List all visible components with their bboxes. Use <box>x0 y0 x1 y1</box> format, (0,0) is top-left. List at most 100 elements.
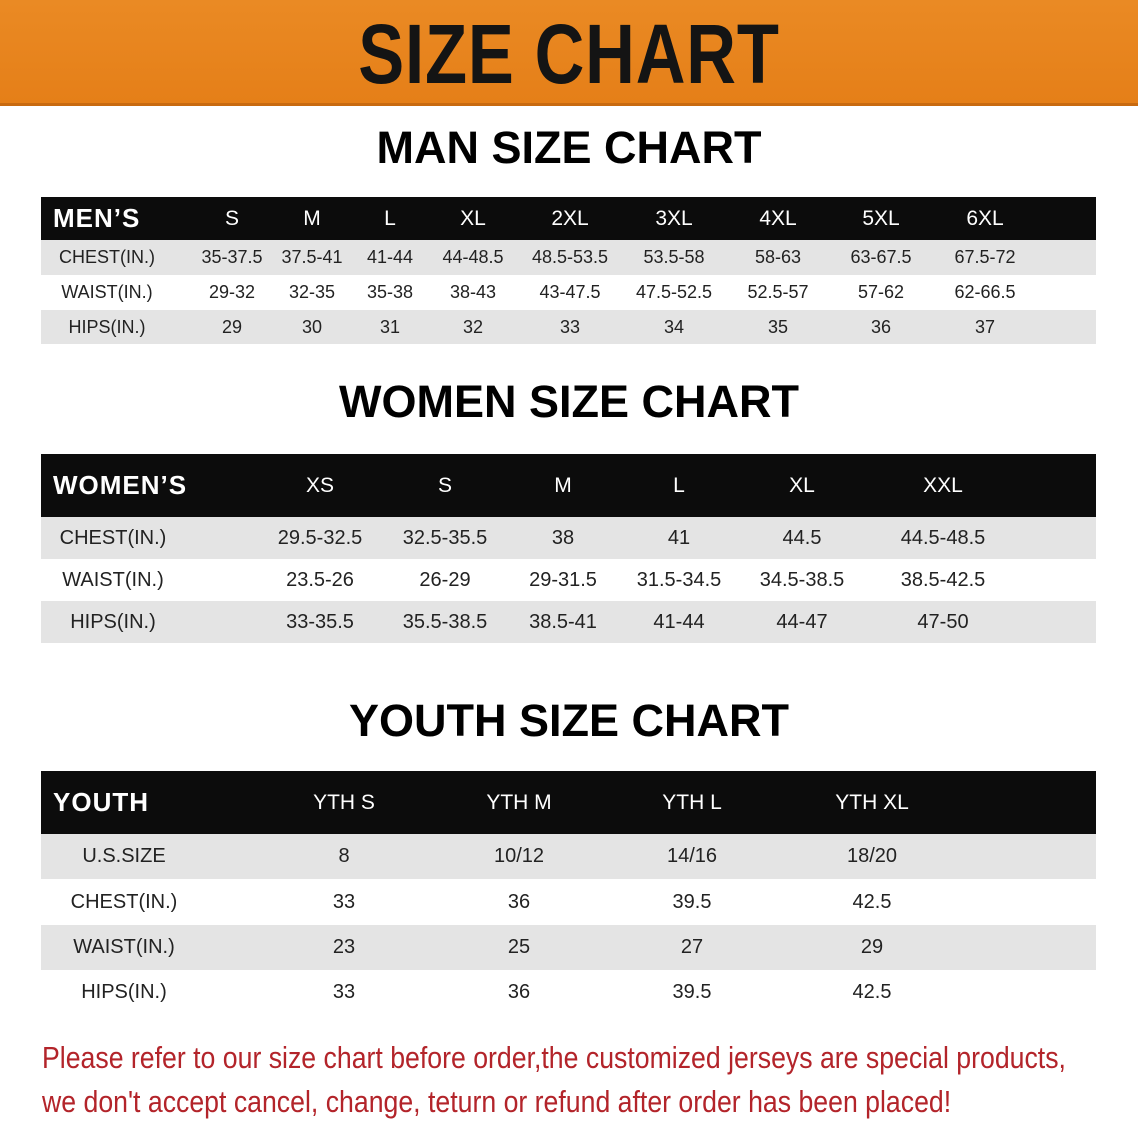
youth-size-table: YOUTH YTH S YTH M YTH L YTH XL U.S.SIZE 8 10/12… <box>41 771 1096 1015</box>
measurement-label: HIPS(IN.) <box>68 317 146 337</box>
measurement-value: 33 <box>559 317 581 337</box>
measurement-value: 23 <box>332 936 356 958</box>
table-row: CHEST(IN.) 29.5-32.5 32.5-35.5 38 41 44.5 44.5… <box>41 517 1096 559</box>
measurement-value: 14/16 <box>666 845 718 867</box>
measurement-value: 63-67.5 <box>850 247 912 267</box>
measurement-value: 10/12 <box>493 845 545 867</box>
measurement-value: 47.5-52.5 <box>635 282 713 302</box>
measurement-value: 31 <box>379 317 401 337</box>
measurement-value: 35-38 <box>366 282 414 302</box>
measurement-value: 31.5-34.5 <box>636 569 722 591</box>
measurement-value: 32.5-35.5 <box>402 527 488 549</box>
size-header: 3XL <box>655 207 693 230</box>
measurement-value: 58-63 <box>754 247 802 267</box>
measurement-value: 38 <box>551 527 575 549</box>
measurement-value: 25 <box>507 936 531 958</box>
youth-section-title: YOUTH SIZE CHART <box>348 695 789 746</box>
measurement-value: 57-62 <box>857 282 905 302</box>
table-row: HIPS(IN.) 29 30 31 32 33 34 35 36 37 <box>41 310 1096 344</box>
table-row: HIPS(IN.) 33 36 39.5 42.5 <box>41 970 1096 1015</box>
measurement-value: 67.5-72 <box>954 247 1016 267</box>
measurement-value: 37.5-41 <box>281 247 343 267</box>
measurement-label: U.S.SIZE <box>82 845 166 867</box>
measurement-value: 34 <box>663 317 685 337</box>
measurement-value: 29 <box>860 936 884 958</box>
measurement-value: 27 <box>680 936 704 958</box>
notice-line-2: we don't accept cancel, change, teturn o… <box>42 1084 952 1119</box>
table-header-row: YOUTH YTH S YTH M YTH L YTH XL <box>41 771 1096 834</box>
measurement-value: 23.5-26 <box>286 569 354 591</box>
measurement-value: 48.5-53.5 <box>531 247 609 267</box>
measurement-label: HIPS(IN.) <box>81 981 167 1003</box>
measurement-value: 43-47.5 <box>539 282 601 302</box>
measurement-value: 29 <box>221 317 243 337</box>
men-section-title: MAN SIZE CHART <box>376 122 762 173</box>
measurement-value: 38-43 <box>449 282 497 302</box>
measurement-label: WAIST(IN.) <box>61 282 153 302</box>
measurement-label: CHEST(IN.) <box>59 247 155 267</box>
measurement-value: 29-32 <box>208 282 256 302</box>
notice-line-1: Please refer to our size chart before or… <box>42 1040 1066 1075</box>
size-header: XS <box>305 474 334 497</box>
size-header: S <box>224 207 239 230</box>
measurement-value: 33 <box>332 891 356 913</box>
table-row: HIPS(IN.) 33-35.5 35.5-38.5 38.5-41 41-44 44-… <box>41 601 1096 643</box>
measurement-value: 26-29 <box>419 569 471 591</box>
size-header: 2XL <box>551 207 589 230</box>
size-header: S <box>437 474 452 497</box>
measurement-label: CHEST(IN.) <box>59 527 167 549</box>
measurement-value: 29-31.5 <box>529 569 597 591</box>
size-header: XL <box>460 207 486 230</box>
table-header-label: YOUTH <box>53 787 149 817</box>
measurement-value: 39.5 <box>672 891 712 913</box>
measurement-value: 36 <box>507 981 531 1003</box>
size-header: YTH S <box>313 791 375 814</box>
table-row: U.S.SIZE 8 10/12 14/16 18/20 <box>41 834 1096 879</box>
table-row: WAIST(IN.) 23 25 27 29 <box>41 925 1096 970</box>
measurement-value: 52.5-57 <box>747 282 809 302</box>
measurement-value: 29.5-32.5 <box>277 527 363 549</box>
size-header: 4XL <box>759 207 797 230</box>
measurement-label: WAIST(IN.) <box>62 569 164 591</box>
size-header: XL <box>789 474 815 497</box>
measurement-value: 44-47 <box>776 611 828 633</box>
measurement-value: 41-44 <box>366 247 414 267</box>
measurement-value: 18/20 <box>846 845 898 867</box>
size-header: L <box>384 207 396 230</box>
measurement-value: 30 <box>301 317 323 337</box>
size-header: 5XL <box>862 207 900 230</box>
measurement-value: 44.5-48.5 <box>900 527 986 549</box>
size-header: L <box>673 474 685 497</box>
measurement-value: 62-66.5 <box>954 282 1016 302</box>
men-size-table: MEN’S S M L XL 2XL 3XL 4XL 5XL 6XL CHEST(IN.) 35-37… <box>41 197 1096 344</box>
measurement-value: 32-35 <box>288 282 336 302</box>
measurement-value: 33 <box>332 981 356 1003</box>
size-header: M <box>554 474 572 497</box>
measurement-value: 42.5 <box>852 891 892 913</box>
measurement-value: 33-35.5 <box>286 611 354 633</box>
measurement-value: 44.5 <box>782 527 822 549</box>
measurement-value: 32 <box>462 317 484 337</box>
measurement-value: 36 <box>507 891 531 913</box>
measurement-value: 41 <box>667 527 691 549</box>
measurement-value: 53.5-58 <box>643 247 705 267</box>
table-header-row: WOMEN’S XS S M L XL XXL <box>41 454 1096 517</box>
banner: SIZE CHART <box>0 0 1138 106</box>
women-size-table: WOMEN’S XS S M L XL XXL CHEST(IN.) 29.5-32.5 32.5… <box>41 454 1096 643</box>
measurement-value: 35.5-38.5 <box>402 611 488 633</box>
measurement-label: WAIST(IN.) <box>73 936 175 958</box>
measurement-value: 38.5-42.5 <box>900 569 986 591</box>
women-section-title: WOMEN SIZE CHART <box>339 376 799 427</box>
measurement-value: 34.5-38.5 <box>759 569 845 591</box>
measurement-value: 41-44 <box>653 611 705 633</box>
measurement-value: 36 <box>870 317 892 337</box>
table-header-label: MEN’S <box>53 203 141 233</box>
measurement-value: 8 <box>338 845 350 867</box>
table-header-row: MEN’S S M L XL 2XL 3XL 4XL 5XL 6XL <box>41 197 1096 240</box>
measurement-value: 37 <box>974 317 996 337</box>
table-row: WAIST(IN.) 29-32 32-35 35-38 38-43 43-47.5 47.… <box>41 275 1096 310</box>
table-row: WAIST(IN.) 23.5-26 26-29 29-31.5 31.5-34.5 34… <box>41 559 1096 601</box>
size-header: 6XL <box>966 207 1004 230</box>
banner-title: SIZE CHART <box>358 7 780 101</box>
measurement-value: 38.5-41 <box>529 611 597 633</box>
